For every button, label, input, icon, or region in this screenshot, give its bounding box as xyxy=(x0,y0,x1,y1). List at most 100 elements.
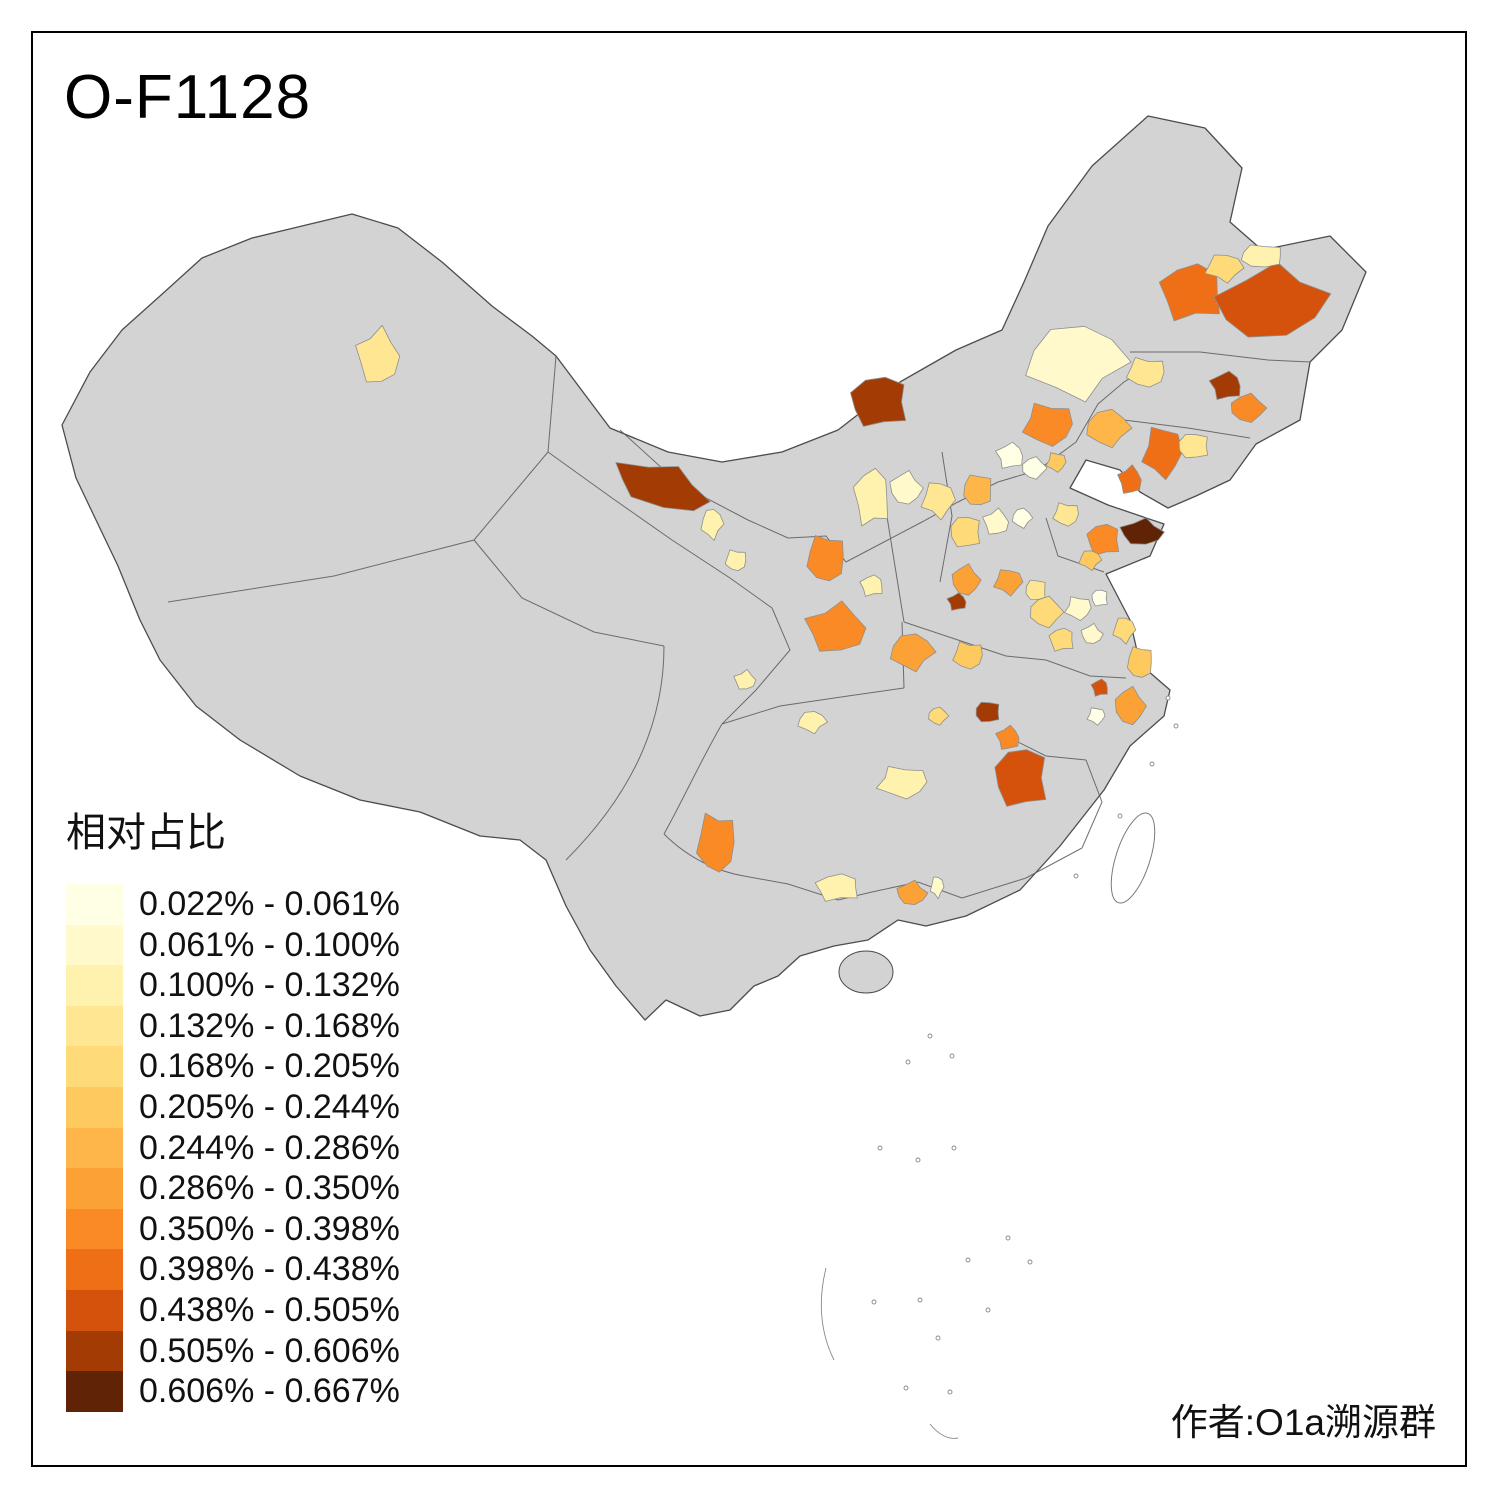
prefecture-region xyxy=(1091,589,1108,607)
prefecture-region xyxy=(797,711,828,735)
prefecture-region xyxy=(1090,678,1108,697)
prefecture-region xyxy=(615,462,711,512)
legend-row: 0.061% - 0.100% xyxy=(66,924,400,966)
legend-label: 0.168% - 0.205% xyxy=(139,1047,400,1086)
legend-swatch xyxy=(66,924,123,966)
legend-row: 0.350% - 0.398% xyxy=(66,1208,400,1250)
legend-row: 0.205% - 0.244% xyxy=(66,1086,400,1128)
prefecture-region xyxy=(1022,402,1073,447)
prefecture-region xyxy=(850,376,907,427)
prefecture-region xyxy=(995,441,1023,469)
prefecture-region xyxy=(950,517,980,548)
legend-row: 0.438% - 0.505% xyxy=(66,1289,400,1331)
legend-label: 0.205% - 0.244% xyxy=(139,1087,400,1126)
legend-row: 0.022% - 0.061% xyxy=(66,884,400,925)
prefecture-region xyxy=(1141,426,1183,481)
prefecture-region xyxy=(963,474,992,506)
prefecture-region xyxy=(920,482,956,521)
legend-label: 0.505% - 0.606% xyxy=(139,1331,400,1370)
legend-items: 0.022% - 0.061% 0.061% - 0.100% 0.100% - 0… xyxy=(66,884,400,1412)
prefecture-region xyxy=(1086,707,1106,726)
prefecture-region xyxy=(804,600,867,652)
prefecture-region xyxy=(1240,244,1281,268)
legend-label: 0.398% - 0.438% xyxy=(139,1250,400,1289)
prefecture-region xyxy=(1030,595,1065,629)
prefecture-region xyxy=(1025,579,1046,600)
legend-row: 0.168% - 0.205% xyxy=(66,1046,400,1087)
prefecture-region xyxy=(1086,523,1120,556)
legend-label: 0.286% - 0.350% xyxy=(139,1169,400,1208)
legend-label: 0.350% - 0.398% xyxy=(139,1209,400,1248)
prefecture-region xyxy=(1086,408,1133,449)
prefecture-region xyxy=(724,549,747,571)
prefecture-region xyxy=(1112,617,1137,645)
legend-label: 0.100% - 0.132% xyxy=(139,966,400,1005)
prefecture-region xyxy=(952,641,983,670)
prefecture-region xyxy=(1230,392,1268,423)
prefecture-region xyxy=(875,766,928,800)
prefecture-region xyxy=(1126,357,1165,388)
prefecture-region xyxy=(946,592,967,611)
prefecture-region xyxy=(896,879,929,905)
prefecture-region xyxy=(806,535,844,582)
legend-swatch xyxy=(66,884,123,925)
prefecture-region xyxy=(1114,685,1147,726)
legend-swatch xyxy=(66,1086,123,1128)
legend-label: 0.022% - 0.061% xyxy=(139,885,400,923)
prefecture-region xyxy=(859,574,883,597)
prefecture-region xyxy=(993,569,1024,597)
plot-title: O-F1128 xyxy=(64,63,312,132)
prefecture-region xyxy=(929,876,945,900)
legend-swatch xyxy=(66,1249,123,1290)
legend-label: 0.244% - 0.286% xyxy=(139,1128,400,1167)
prefecture-region xyxy=(1204,254,1245,284)
legend-swatch xyxy=(66,1005,123,1047)
prefecture-region xyxy=(1127,646,1152,678)
legend-swatch xyxy=(66,1208,123,1250)
prefecture-region xyxy=(1078,550,1103,571)
prefecture-region xyxy=(1208,370,1241,400)
prefecture-region xyxy=(355,324,401,383)
prefecture-region xyxy=(995,724,1020,750)
prefecture-region xyxy=(852,468,888,527)
hainan-island xyxy=(838,950,894,994)
prefecture-region xyxy=(889,470,924,505)
prefecture-region xyxy=(1064,596,1092,621)
prefecture-region xyxy=(982,507,1009,535)
prefecture-region xyxy=(1119,517,1165,545)
legend-row: 0.100% - 0.132% xyxy=(66,965,400,1006)
legend-row: 0.286% - 0.350% xyxy=(66,1168,400,1209)
legend-swatch xyxy=(66,1289,123,1331)
prefecture-region xyxy=(1048,627,1074,652)
prefecture-region xyxy=(1178,434,1208,459)
prefecture-regions xyxy=(355,244,1332,905)
prefecture-region xyxy=(994,749,1047,807)
legend-swatch xyxy=(66,1046,123,1087)
legend-swatch xyxy=(66,1168,123,1209)
prefecture-region xyxy=(696,812,735,873)
legend-swatch xyxy=(66,1330,123,1372)
prefecture-region xyxy=(1022,456,1048,480)
south-china-sea-islands xyxy=(820,695,1179,1439)
prefecture-region xyxy=(1080,623,1104,644)
prefecture-region xyxy=(733,669,757,690)
legend-label: 0.438% - 0.505% xyxy=(139,1290,400,1329)
attribution: 作者:O1a溯源群 xyxy=(1170,1402,1436,1443)
legend-swatch xyxy=(66,965,123,1006)
prefecture-region xyxy=(1045,452,1067,473)
prefecture-region xyxy=(1213,261,1332,338)
legend: 相对占比 0.022% - 0.061% 0.061% - 0.100% 0.100… xyxy=(66,800,400,1412)
taiwan-island xyxy=(1110,812,1156,904)
legend-swatch xyxy=(66,1371,123,1412)
legend-row: 0.505% - 0.606% xyxy=(66,1330,400,1372)
legend-row: 0.606% - 0.667% xyxy=(66,1371,400,1412)
prefecture-region xyxy=(1117,464,1142,494)
prefecture-region xyxy=(700,509,725,541)
legend-swatch xyxy=(66,1127,123,1169)
legend-row: 0.398% - 0.438% xyxy=(66,1249,400,1290)
prefecture-region xyxy=(1052,502,1079,527)
legend-label: 0.061% - 0.100% xyxy=(139,925,400,964)
prefecture-region xyxy=(1025,325,1132,403)
prefecture-region xyxy=(889,633,937,673)
